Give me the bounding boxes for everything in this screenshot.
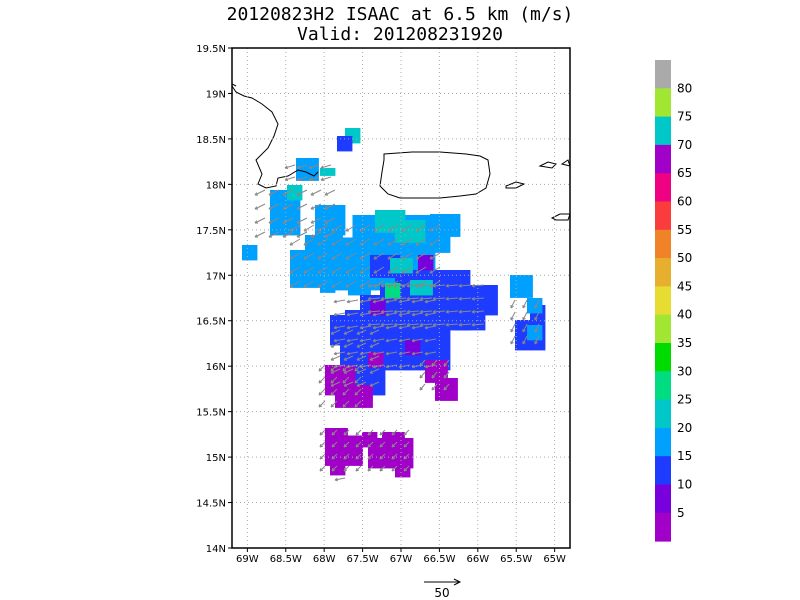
- valid-time: Valid: 201208231920: [297, 24, 503, 45]
- hispaniola-coast: [232, 85, 319, 189]
- colorbar-swatch: [655, 512, 671, 542]
- colorbar-label: 45: [677, 279, 692, 293]
- colorbar-swatch: [655, 343, 671, 372]
- colorbar-label: 70: [677, 138, 692, 152]
- colorbar-swatch: [655, 201, 671, 231]
- lat-label: 15N: [206, 453, 226, 464]
- lat-label: 16.5N: [196, 317, 226, 328]
- longitude-labels: 69W 68.5W 68W 67.5W 67W 66.5W 66W 65.5W 65W: [236, 554, 566, 565]
- colorbar-swatch: [655, 286, 671, 316]
- colorbar-label: 30: [677, 364, 692, 378]
- lat-label: 14N: [206, 544, 226, 555]
- map-title: 20120823H2 ISAAC at 6.5 km (m/s): [226, 4, 574, 25]
- colorbar-swatch: [655, 427, 671, 457]
- lon-label: 67W: [390, 554, 413, 565]
- lon-label: 68W: [313, 554, 336, 565]
- colorbar-swatch: [655, 399, 671, 429]
- lat-label: 18.5N: [196, 135, 226, 146]
- virgin-islands-coast: [538, 161, 557, 169]
- lat-label: 16N: [206, 362, 226, 373]
- st-croix-coast: [550, 213, 570, 221]
- colorbar-label: 80: [677, 81, 692, 95]
- colorbar-swatch: [655, 258, 671, 287]
- colorbar-swatch: [655, 484, 671, 514]
- lon-label: 67.5W: [347, 554, 379, 565]
- colorbar-label: 5: [677, 506, 685, 520]
- lat-label: 14.5N: [196, 499, 226, 510]
- colorbar-label: 40: [677, 308, 692, 322]
- colorbar-label: 60: [677, 195, 692, 209]
- lon-label: 66.5W: [423, 554, 455, 565]
- puerto-rico-coast: [379, 151, 491, 199]
- colorbar-swatch: [655, 60, 671, 89]
- lat-label: 18N: [206, 180, 226, 191]
- colorbar-swatch: [655, 173, 671, 202]
- vector-key-label: 50: [434, 586, 449, 600]
- vector-key-arrowhead: [453, 578, 462, 586]
- colorbar-swatch: [655, 88, 671, 118]
- colorbar-label: 55: [677, 223, 692, 237]
- colorbar-swatch: [655, 144, 671, 174]
- lat-label: 19N: [206, 89, 226, 100]
- colorbar-label: 20: [677, 421, 692, 435]
- colorbar-label: 75: [677, 110, 692, 124]
- colorbar-label: 35: [677, 336, 692, 350]
- colorbar-label: 15: [677, 449, 692, 463]
- colorbar-label: 50: [677, 251, 692, 265]
- virgin-islands-coast-2: [560, 159, 570, 167]
- colorbar-swatch: [655, 371, 671, 401]
- colorbar: 5 10 15 20 25 30 35 40 45 50 55 60 65 70 75 80: [655, 60, 692, 542]
- colorbar-swatch: [655, 116, 671, 146]
- lon-label: 66W: [467, 554, 490, 565]
- lon-label: 68.5W: [270, 554, 302, 565]
- lon-label: 65W: [543, 554, 566, 565]
- colorbar-label: 10: [677, 478, 692, 492]
- wind-vectors: [254, 164, 540, 482]
- vieques-coast: [505, 181, 526, 189]
- vector-key: 50: [424, 578, 462, 600]
- lat-label: 17.5N: [196, 226, 226, 237]
- lat-label: 19.5N: [196, 44, 226, 55]
- lat-label: 15.5N: [196, 408, 226, 419]
- colorbar-swatch: [655, 456, 671, 485]
- colorbar-swatch: [655, 229, 671, 259]
- plot-frame: [231, 47, 571, 549]
- lon-label: 65.5W: [500, 554, 532, 565]
- lat-label: 17N: [206, 271, 226, 282]
- colorbar-swatch: [655, 314, 671, 344]
- colorbar-label: 25: [677, 393, 692, 407]
- lon-label: 69W: [236, 554, 259, 565]
- colorbar-label: 65: [677, 166, 692, 180]
- latitude-labels: 19.5N 19N 18.5N 18N 17.5N 17N 16.5N 16N 15.5N 15N…: [196, 44, 226, 555]
